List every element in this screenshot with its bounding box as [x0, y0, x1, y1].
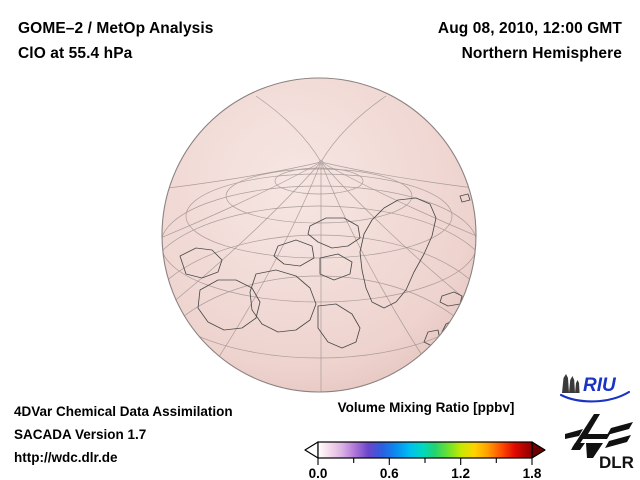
- coastline-baffin-island: [319, 253, 353, 281]
- colorbar-tick-label-0: 0.0: [309, 466, 328, 480]
- colorbar-tick-label-2: 1.2: [451, 466, 470, 480]
- dlr-wing-icon: [565, 414, 633, 458]
- coastline-island-small-a: [409, 385, 421, 392]
- globe-limb: [161, 77, 477, 393]
- dlr-logo-svg: DLR: [565, 414, 634, 472]
- dlr-logo: DLR: [563, 412, 637, 477]
- colorbar-gradient: [317, 441, 533, 459]
- graticule-parallels: [162, 167, 476, 392]
- coastline-greenland: [359, 197, 437, 309]
- riu-logo-svg: RIU: [559, 374, 631, 403]
- colorbar-extend-max-arrow: [531, 441, 546, 459]
- colorbar-extend-min-arrow: [304, 441, 319, 459]
- colorbar-tick-label-3: 1.8: [523, 466, 542, 480]
- dlr-wordmark: DLR: [599, 453, 634, 472]
- coastline-labrador: [317, 303, 361, 349]
- riu-swoosh-icon: [559, 390, 631, 403]
- hemisphere-label: Northern Hemisphere: [461, 45, 622, 62]
- coastline-western-europe: [453, 343, 476, 389]
- colorbar-svg: 0.0 0.6 1.2 1.8: [304, 441, 546, 480]
- footer-text-block: 4DVar Chemical Data Assimilation SACADA …: [14, 400, 233, 469]
- coastline-iberia: [429, 367, 463, 392]
- globe-map: [160, 76, 480, 396]
- species-level-title: ClO at 55.4 hPa: [18, 45, 133, 62]
- coastline-denmark: [467, 325, 476, 345]
- instrument-title: GOME–2 / MetOp Analysis: [18, 20, 214, 37]
- coastline-alaska: [179, 247, 223, 279]
- website-url[interactable]: http://wdc.dlr.de: [14, 450, 118, 465]
- colorbar-tick-label-1: 0.6: [380, 466, 399, 480]
- coastline-island-small-c: [459, 193, 471, 203]
- header-right: Aug 08, 2010, 12:00 GMT Northern Hemisph…: [438, 16, 622, 66]
- riu-wordmark: RIU: [583, 375, 617, 396]
- colorbar-tick-labels: 0.0 0.6 1.2 1.8: [309, 466, 542, 480]
- coastline-north-america-west: [197, 279, 261, 331]
- timestamp-label: Aug 08, 2010, 12:00 GMT: [437, 20, 622, 37]
- colorbar-ticks: [317, 458, 533, 465]
- riu-logo: RIU: [557, 371, 633, 410]
- colorbar-title: Volume Mixing Ratio [ppbv]: [337, 400, 515, 415]
- north-pole-marker: [318, 159, 324, 165]
- orthographic-projection: [161, 77, 477, 393]
- coastline-hudson-bay: [249, 269, 317, 333]
- coastline-canadian-arctic: [307, 217, 361, 249]
- coastline-arctic-islands: [273, 239, 315, 267]
- assimilation-method-label: 4DVar Chemical Data Assimilation: [14, 404, 233, 419]
- header-left: GOME–2 / MetOp Analysis ClO at 55.4 hPa: [18, 16, 214, 66]
- colorbar: Volume Mixing Ratio [ppbv]: [300, 400, 548, 480]
- riu-towers-icon: [562, 374, 580, 393]
- version-label: SACADA Version 1.7: [14, 427, 147, 442]
